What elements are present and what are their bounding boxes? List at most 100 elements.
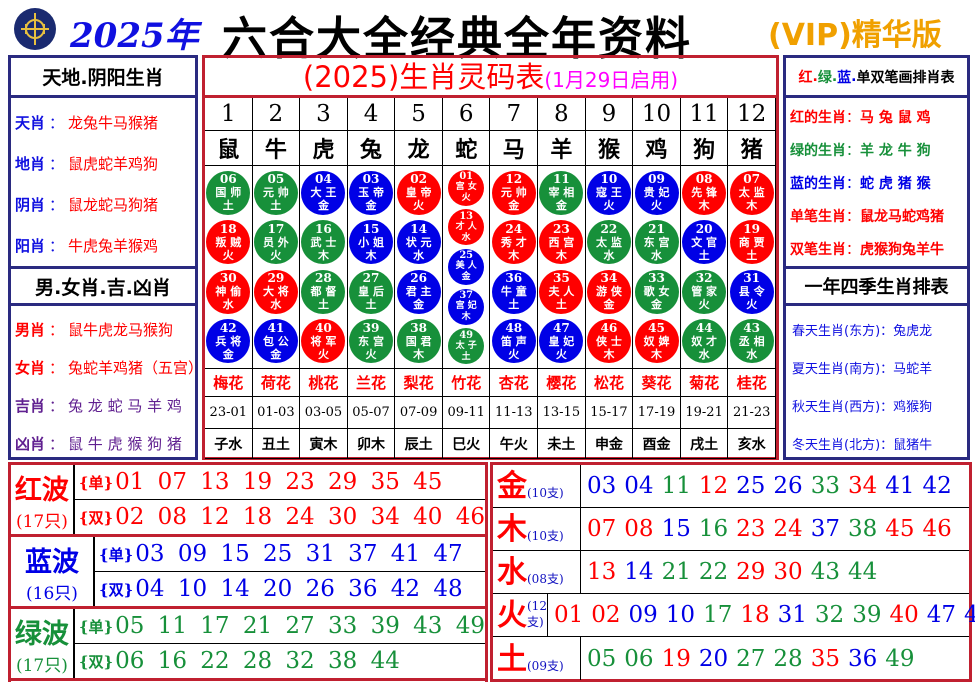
ball-element: 土 [698, 248, 710, 262]
number-ball[interactable]: 18 叛 贼火 [206, 220, 251, 265]
ball-element: 木 [698, 199, 710, 213]
ball-column: 02 皇 帝火 14 状 元水 26 君 主金 38 国 君木 [395, 166, 443, 369]
ball-column: 03 玉 帝金 15 小 姐木 27 皇 后土 39 东 宫火 [347, 166, 396, 369]
item-colon: ： [49, 320, 65, 339]
element-number: 26 [773, 473, 803, 499]
ball-element: 金 [317, 199, 329, 213]
ball-number: 27 [362, 271, 380, 286]
earthly-branch: 寅木 [300, 429, 348, 459]
number-ball[interactable]: 40 将 军火 [301, 319, 346, 364]
number-ball[interactable]: 04 大 王金 [301, 170, 346, 215]
ball-title: 太 监 [738, 186, 765, 200]
ball-number: 35 [552, 271, 570, 286]
number-ball[interactable]: 35 夫 人土 [539, 269, 584, 314]
ball-element: 金 [508, 199, 520, 213]
number-ball[interactable]: 32 管 家火 [682, 269, 727, 314]
list-item: 吉肖：兔 龙 蛇 马 羊 鸡 [11, 386, 195, 424]
number-ball[interactable]: 19 商 贾土 [729, 220, 774, 265]
number-ball[interactable]: 30 神 偷水 [206, 269, 251, 314]
number-ball[interactable]: 28 都 督土 [301, 269, 346, 314]
number-ball[interactable]: 49 太 子土 [448, 328, 485, 365]
ball-number: 11 [552, 172, 570, 187]
number-ball[interactable]: 22 太 监水 [586, 220, 631, 265]
number-ball[interactable]: 33 歌 女金 [634, 269, 679, 314]
zodiac-name: 虎 [300, 131, 348, 166]
number-ball[interactable]: 23 西 宫木 [539, 220, 584, 265]
ball-number: 49 [459, 329, 474, 341]
number-ball[interactable]: 12 元 帅金 [491, 170, 536, 215]
number-ball[interactable]: 26 君 主金 [396, 269, 441, 314]
number-ball[interactable]: 14 状 元水 [396, 220, 441, 265]
number-ball[interactable]: 37 宫 妃木 [448, 288, 485, 325]
number-ball[interactable]: 09 贵 妃火 [634, 170, 679, 215]
number-list: 03 09 15 25 31 37 41 47 [135, 541, 463, 567]
number-ball[interactable]: 01 宫 女火 [448, 169, 485, 206]
column-number: 6 [442, 98, 491, 131]
time-range: 05-07 [347, 397, 396, 429]
ball-title: 才 人 [455, 221, 477, 232]
number-ball[interactable]: 11 宰 相金 [539, 170, 584, 215]
number-ball[interactable]: 39 东 宫火 [349, 319, 394, 364]
ball-number: 15 [362, 221, 380, 236]
number-ball[interactable]: 43 丞 相水 [729, 319, 774, 364]
number-ball[interactable]: 08 先 锋木 [682, 170, 727, 215]
ball-column: 01 宫 女火 13 才 人水 25 美 人金 37 宫 妃木 49 太 子土 [442, 166, 491, 369]
list-item: 夏天生肖(南方)：马蛇羊 [786, 348, 967, 386]
number-ball[interactable]: 29 大 将水 [253, 269, 298, 314]
number-ball[interactable]: 31 县 令火 [729, 269, 774, 314]
item-colon: ： [49, 237, 65, 255]
ball-number: 39 [362, 320, 380, 335]
zodiac-name: 鸡 [633, 131, 681, 166]
number-ball[interactable]: 24 秀 才木 [491, 220, 536, 265]
time-range: 07-09 [395, 397, 443, 429]
element-number: 46 [922, 516, 952, 542]
element-name: 木 [497, 512, 527, 547]
element-number: 08 [624, 516, 654, 542]
number-ball[interactable]: 45 奴 婢木 [634, 319, 679, 364]
ball-element: 木 [413, 347, 425, 361]
wave-line: {双} 04 10 14 20 26 36 42 48 [95, 571, 485, 606]
element-row: 水 (08支) 13 14 21 22 29 30 43 44 [493, 551, 969, 594]
flower-name: 兰花 [347, 369, 396, 397]
number-ball[interactable]: 10 寇 王火 [586, 170, 631, 215]
number-ball[interactable]: 44 奴 才水 [682, 319, 727, 364]
number-ball[interactable]: 41 包 公金 [253, 319, 298, 364]
ball-title: 神 偷 [215, 285, 242, 299]
number-ball[interactable]: 46 侠 士木 [586, 319, 631, 364]
number-ball[interactable]: 20 文 官土 [682, 220, 727, 265]
flower-name: 荷花 [252, 369, 301, 397]
number-ball[interactable]: 03 玉 帝金 [349, 170, 394, 215]
number-ball[interactable]: 06 国 师土 [206, 170, 251, 215]
number-ball[interactable]: 25 美 人金 [448, 248, 485, 285]
number-ball[interactable]: 42 兵 将金 [206, 319, 251, 364]
column-number: 10 [633, 98, 681, 131]
number-ball[interactable]: 02 皇 帝火 [396, 170, 441, 215]
number-ball[interactable]: 05 元 帅土 [253, 170, 298, 215]
item-colon: ： [846, 142, 860, 159]
number-ball[interactable]: 38 国 君木 [396, 319, 441, 364]
ball-title: 秀 才 [500, 235, 527, 249]
number-ball[interactable]: 34 游 侠金 [586, 269, 631, 314]
number-ball[interactable]: 21 东 宫水 [634, 220, 679, 265]
number-ball[interactable]: 13 才 人水 [448, 209, 485, 246]
number-ball[interactable]: 47 皇 妃火 [539, 319, 584, 364]
color-stroke-list: 红的生肖：马 兔 鼠 鸡绿的生肖：羊 龙 牛 狗蓝的生肖：蛇 虎 猪 猴单笔生肖… [786, 98, 967, 266]
ball-number: 47 [552, 320, 570, 335]
ball-title: 游 侠 [596, 285, 622, 299]
number-ball[interactable]: 16 武 士木 [301, 220, 346, 265]
item-key: 男肖 [15, 320, 46, 339]
number-ball[interactable]: 07 太 监木 [729, 170, 774, 215]
list-item: 蓝的生肖：蛇 虎 猪 猴 [786, 166, 967, 199]
parity-tag: {双} [78, 508, 114, 527]
number-ball[interactable]: 15 小 姐木 [349, 220, 394, 265]
number-ball[interactable]: 36 牛 童土 [491, 269, 536, 314]
number-ball[interactable]: 17 员 外火 [253, 220, 298, 265]
time-range: 03-05 [300, 397, 348, 429]
element-number: 30 [773, 559, 803, 585]
number-ball[interactable]: 27 皇 后土 [349, 269, 394, 314]
item-value: 蛇 虎 猪 猴 [860, 175, 931, 192]
ball-title: 夫 人 [548, 285, 575, 299]
number-ball[interactable]: 48 笛 声火 [491, 319, 536, 364]
zodiac-name: 马 [490, 131, 539, 166]
element-number: 28 [773, 645, 803, 672]
